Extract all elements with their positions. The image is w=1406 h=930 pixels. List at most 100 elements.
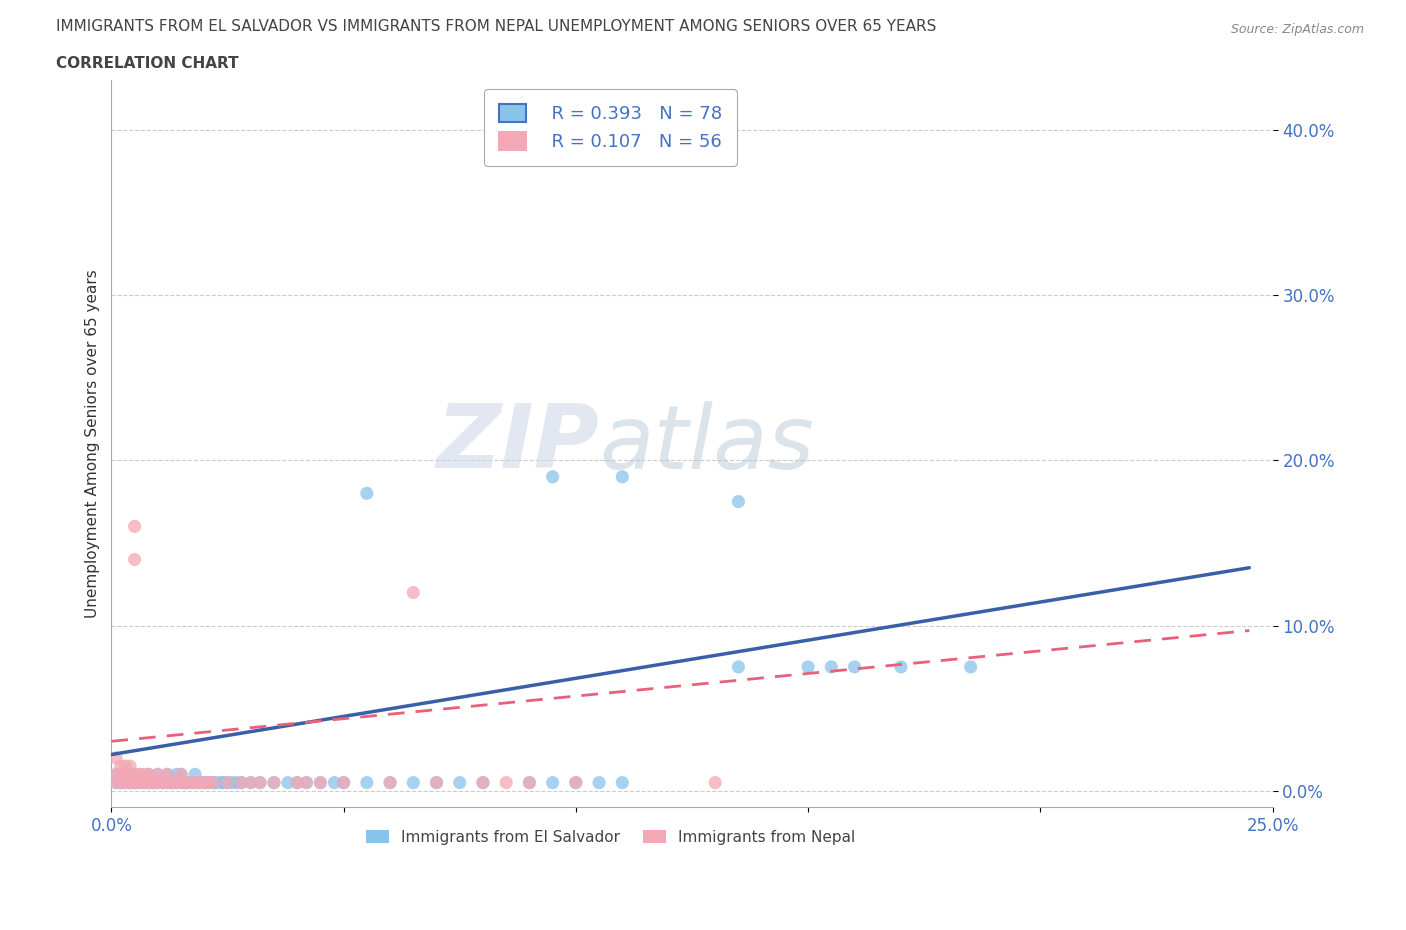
Point bbox=[118, 776, 141, 790]
Point bbox=[332, 776, 354, 790]
Point bbox=[221, 776, 243, 790]
Point bbox=[105, 751, 128, 765]
Point bbox=[332, 776, 354, 790]
Point bbox=[184, 776, 207, 790]
Point bbox=[152, 776, 174, 790]
Point bbox=[263, 776, 285, 790]
Point bbox=[184, 767, 207, 782]
Point bbox=[146, 776, 169, 790]
Point bbox=[519, 776, 541, 790]
Point bbox=[105, 767, 128, 782]
Point bbox=[202, 776, 225, 790]
Point bbox=[184, 776, 207, 790]
Point bbox=[132, 776, 155, 790]
Point bbox=[110, 759, 132, 774]
Point bbox=[132, 776, 155, 790]
Text: atlas: atlas bbox=[599, 401, 814, 486]
Point bbox=[588, 776, 610, 790]
Point bbox=[198, 776, 221, 790]
Point bbox=[565, 776, 588, 790]
Point bbox=[188, 776, 211, 790]
Point bbox=[285, 776, 308, 790]
Point bbox=[727, 494, 749, 509]
Point bbox=[239, 776, 262, 790]
Text: IMMIGRANTS FROM EL SALVADOR VS IMMIGRANTS FROM NEPAL UNEMPLOYMENT AMONG SENIORS : IMMIGRANTS FROM EL SALVADOR VS IMMIGRANT… bbox=[56, 19, 936, 33]
Point bbox=[105, 776, 128, 790]
Point bbox=[309, 776, 332, 790]
Point bbox=[309, 776, 332, 790]
Point bbox=[541, 470, 564, 485]
Point bbox=[202, 776, 225, 790]
Point bbox=[890, 659, 912, 674]
Point bbox=[114, 767, 136, 782]
Point bbox=[217, 776, 239, 790]
Point bbox=[110, 776, 132, 790]
Point bbox=[124, 552, 146, 567]
Point bbox=[118, 776, 141, 790]
Point bbox=[207, 776, 229, 790]
Point bbox=[378, 776, 401, 790]
Point bbox=[124, 776, 146, 790]
Point bbox=[156, 767, 179, 782]
Point bbox=[152, 776, 174, 790]
Point bbox=[105, 767, 128, 782]
Point bbox=[160, 776, 183, 790]
Point bbox=[188, 776, 211, 790]
Point bbox=[114, 767, 136, 782]
Point bbox=[193, 776, 215, 790]
Point bbox=[128, 776, 150, 790]
Point bbox=[114, 776, 136, 790]
Point bbox=[231, 776, 253, 790]
Point bbox=[323, 776, 346, 790]
Point bbox=[249, 776, 271, 790]
Point bbox=[193, 776, 215, 790]
Point bbox=[156, 776, 179, 790]
Point bbox=[160, 776, 183, 790]
Point bbox=[165, 767, 187, 782]
Point bbox=[402, 585, 425, 600]
Point bbox=[165, 776, 187, 790]
Point bbox=[356, 485, 378, 500]
Point bbox=[114, 759, 136, 774]
Point bbox=[472, 776, 495, 790]
Point bbox=[128, 767, 150, 782]
Text: ZIP: ZIP bbox=[436, 400, 599, 487]
Point bbox=[612, 470, 634, 485]
Point bbox=[285, 776, 308, 790]
Point bbox=[142, 776, 165, 790]
Point bbox=[152, 776, 174, 790]
Point bbox=[142, 776, 165, 790]
Point bbox=[138, 776, 160, 790]
Point bbox=[519, 776, 541, 790]
Point bbox=[225, 776, 247, 790]
Point bbox=[138, 776, 160, 790]
Point bbox=[249, 776, 271, 790]
Point bbox=[128, 767, 150, 782]
Point bbox=[704, 776, 727, 790]
Point bbox=[797, 659, 820, 674]
Point bbox=[132, 776, 155, 790]
Point bbox=[128, 776, 150, 790]
Point bbox=[174, 776, 197, 790]
Point bbox=[425, 776, 447, 790]
Point bbox=[170, 767, 193, 782]
Point bbox=[263, 776, 285, 790]
Point bbox=[124, 776, 146, 790]
Point bbox=[174, 776, 197, 790]
Point bbox=[231, 776, 253, 790]
Point bbox=[110, 776, 132, 790]
Point bbox=[146, 776, 169, 790]
Point bbox=[277, 776, 299, 790]
Point bbox=[132, 767, 155, 782]
Point bbox=[472, 776, 495, 790]
Point bbox=[170, 776, 193, 790]
Point bbox=[239, 776, 262, 790]
Point bbox=[402, 776, 425, 790]
Point bbox=[356, 776, 378, 790]
Point bbox=[160, 776, 183, 790]
Point bbox=[146, 767, 169, 782]
Point bbox=[142, 776, 165, 790]
Text: CORRELATION CHART: CORRELATION CHART bbox=[56, 56, 239, 71]
Point bbox=[202, 776, 225, 790]
Point bbox=[217, 776, 239, 790]
